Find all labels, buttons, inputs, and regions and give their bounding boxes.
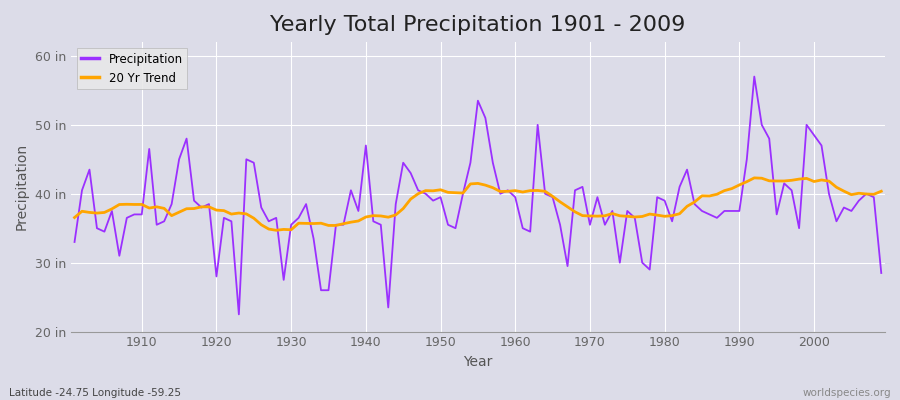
Precipitation <box>876 270 886 275</box>
20 Yr Trend <box>271 228 282 233</box>
Precipitation <box>346 188 356 193</box>
20 Yr Trend <box>749 176 760 180</box>
20 Yr Trend <box>876 189 886 194</box>
20 Yr Trend <box>301 221 311 226</box>
Line: 20 Yr Trend: 20 Yr Trend <box>75 178 881 230</box>
20 Yr Trend <box>509 188 520 193</box>
20 Yr Trend <box>129 202 140 207</box>
Precipitation <box>233 312 244 317</box>
20 Yr Trend <box>607 211 617 216</box>
Precipitation <box>607 208 617 213</box>
Title: Yearly Total Precipitation 1901 - 2009: Yearly Total Precipitation 1901 - 2009 <box>270 15 686 35</box>
Precipitation <box>129 212 140 217</box>
Text: Latitude -24.75 Longitude -59.25: Latitude -24.75 Longitude -59.25 <box>9 388 181 398</box>
20 Yr Trend <box>518 190 528 194</box>
Line: Precipitation: Precipitation <box>75 76 881 314</box>
Precipitation <box>749 74 760 79</box>
Precipitation <box>509 195 520 200</box>
Precipitation <box>69 240 80 244</box>
20 Yr Trend <box>69 215 80 220</box>
X-axis label: Year: Year <box>464 355 492 369</box>
Precipitation <box>518 226 528 231</box>
Y-axis label: Precipitation: Precipitation <box>15 143 29 230</box>
20 Yr Trend <box>346 220 356 224</box>
Text: worldspecies.org: worldspecies.org <box>803 388 891 398</box>
Legend: Precipitation, 20 Yr Trend: Precipitation, 20 Yr Trend <box>76 48 187 89</box>
Precipitation <box>301 202 311 206</box>
